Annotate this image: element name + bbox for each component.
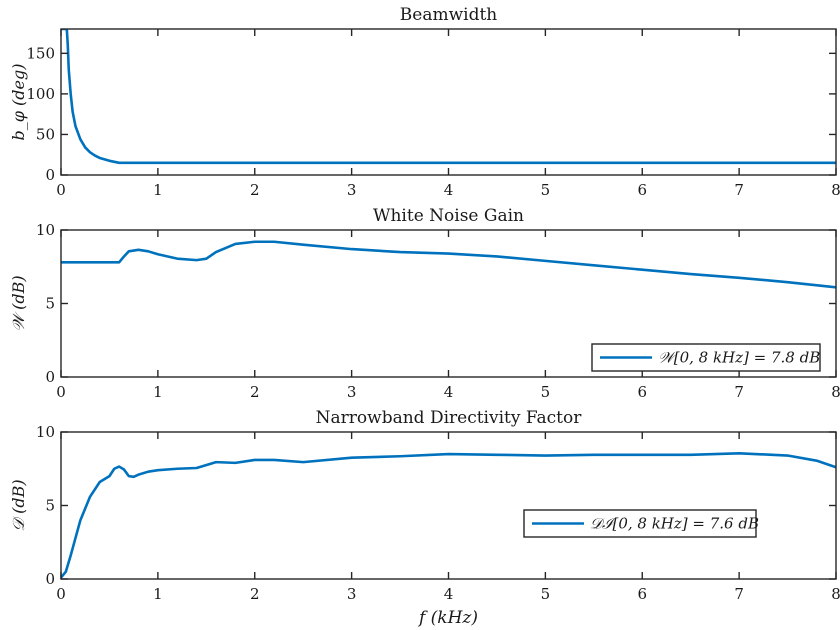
y-axis-label: 𝒲 (dB) xyxy=(9,275,28,331)
x-tick-label: 7 xyxy=(734,585,744,603)
x-tick-label: 0 xyxy=(56,585,66,603)
y-axis-label: 𝒟 (dB) xyxy=(9,479,28,531)
x-tick-label: 2 xyxy=(250,585,260,603)
x-tick-label: 8 xyxy=(831,181,840,199)
y-tick-label: 50 xyxy=(36,125,55,143)
y-tick-label: 150 xyxy=(26,44,55,62)
subplot-3: Narrowband Directivity Factor 0 1 2 3 4 5 6 7 8 0 5… xyxy=(9,408,840,628)
legend: 𝒟ℐ[0, 8 kHz] = 7.6 dB xyxy=(523,509,759,538)
subplot-2: White Noise Gain 0 1 2 3 4 5 6 7 8 0 5 10 𝒲 (dB) 𝒲[0, … xyxy=(9,206,840,401)
series-line xyxy=(61,240,836,289)
subplot-1: Beamwidth 0 1 2 3 4 5 6 7 8 0 50 100 150 b_φ (deg) xyxy=(9,5,840,199)
y-tick-label: 100 xyxy=(26,85,55,103)
y-tick-label: 0 xyxy=(45,570,55,588)
x-tick-label: 5 xyxy=(541,383,551,401)
legend: 𝒲[0, 8 kHz] = 7.8 dB xyxy=(591,343,821,372)
x-tick-label: 2 xyxy=(250,181,260,199)
x-tick-label: 0 xyxy=(56,181,66,199)
legend-label: 𝒟ℐ[0, 8 kHz] = 7.6 dB xyxy=(590,515,759,533)
x-tick-label: 1 xyxy=(153,585,163,603)
legend-label: 𝒲[0, 8 kHz] = 7.8 dB xyxy=(658,349,820,367)
x-tick-label: 8 xyxy=(831,383,840,401)
y-tick-label: 5 xyxy=(45,497,55,515)
y-tick-label: 10 xyxy=(36,423,55,441)
y-tick-label: 0 xyxy=(45,166,55,184)
y-tick-label: 5 xyxy=(45,295,55,313)
axes-box xyxy=(60,28,837,176)
y-tick-label: 0 xyxy=(45,368,55,386)
x-tick-label: 6 xyxy=(637,383,647,401)
x-tick-label: 4 xyxy=(444,181,454,199)
x-tick-label: 7 xyxy=(734,383,744,401)
x-tick-label: 1 xyxy=(153,383,163,401)
x-tick-label: 3 xyxy=(347,383,357,401)
x-tick-label: 4 xyxy=(444,383,454,401)
x-axis-label: f (kHz) xyxy=(417,608,478,628)
subplot-title: Beamwidth xyxy=(400,5,498,25)
x-tick-label: 3 xyxy=(347,585,357,603)
x-tick-label: 5 xyxy=(541,181,551,199)
x-tick-label: 6 xyxy=(637,181,647,199)
x-tick-label: 7 xyxy=(734,181,744,199)
x-tick-label: 3 xyxy=(347,181,357,199)
y-axis-label: b_φ (deg) xyxy=(9,64,28,141)
subplot-title: White Noise Gain xyxy=(373,206,524,226)
x-tick-label: 5 xyxy=(541,585,551,603)
subplot-title: Narrowband Directivity Factor xyxy=(316,408,583,428)
series-line xyxy=(61,452,836,579)
x-tick-label: 0 xyxy=(56,383,66,401)
series-line xyxy=(61,29,836,165)
x-tick-label: 4 xyxy=(444,585,454,603)
x-tick-label: 6 xyxy=(637,585,647,603)
y-tick-label: 10 xyxy=(36,221,55,239)
x-tick-label: 8 xyxy=(831,585,840,603)
x-tick-label: 2 xyxy=(250,383,260,401)
x-tick-label: 1 xyxy=(153,181,163,199)
